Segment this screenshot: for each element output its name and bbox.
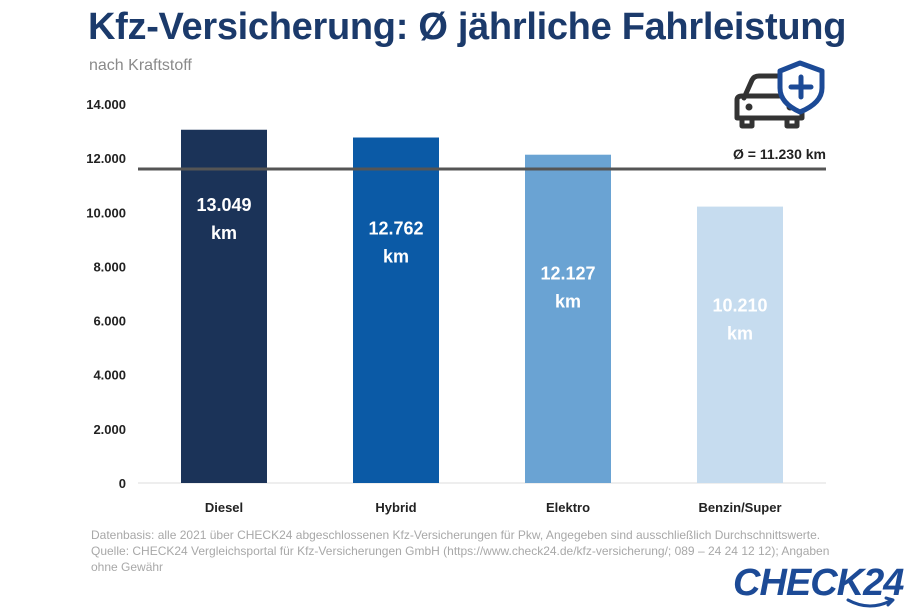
y-tick-label: 2.000 <box>93 422 126 437</box>
bar-unit-label: km <box>211 223 237 243</box>
y-tick-label: 14.000 <box>86 97 126 112</box>
y-tick-label: 8.000 <box>93 259 126 274</box>
bar-value-label: 10.210 <box>712 296 767 316</box>
x-tick-label: Diesel <box>205 500 243 515</box>
bar-unit-label: km <box>555 291 581 311</box>
x-tick-label: Hybrid <box>375 500 416 515</box>
y-tick-label: 12.000 <box>86 151 126 166</box>
bar-value-label: 12.762 <box>368 218 423 238</box>
bar-value-label: 13.049 <box>196 195 251 215</box>
bar-benzin-super <box>697 206 783 483</box>
logo-swoosh-icon <box>846 596 895 608</box>
y-tick-label: 6.000 <box>93 314 126 329</box>
bar-value-label: 12.127 <box>540 263 595 283</box>
y-tick-label: 0 <box>119 476 126 491</box>
footnote-data-basis: Datenbasis: alle 2021 über CHECK24 abges… <box>91 528 821 542</box>
y-tick-label: 4.000 <box>93 368 126 383</box>
average-label: Ø = 11.230 km <box>733 146 826 162</box>
x-tick-label: Elektro <box>546 500 590 515</box>
footnote: Datenbasis: alle 2021 über CHECK24 abges… <box>91 527 851 575</box>
bar-unit-label: km <box>383 246 409 266</box>
chart-subtitle: nach Kraftstoff <box>89 57 192 74</box>
bar-diesel <box>181 129 267 483</box>
chart-title: Kfz-Versicherung: Ø jährliche Fahrleistu… <box>88 6 847 48</box>
bar-elektro <box>525 154 611 484</box>
bar-unit-label: km <box>727 324 753 344</box>
check24-logo: CHECK24 <box>733 562 904 604</box>
bar-hybrid <box>353 137 439 483</box>
car-shield-icon <box>734 60 825 129</box>
x-tick-label: Benzin/Super <box>698 500 781 515</box>
y-tick-label: 10.000 <box>86 205 126 220</box>
footnote-source: Quelle: CHECK24 Vergleichsportal für Kfz… <box>91 544 830 574</box>
